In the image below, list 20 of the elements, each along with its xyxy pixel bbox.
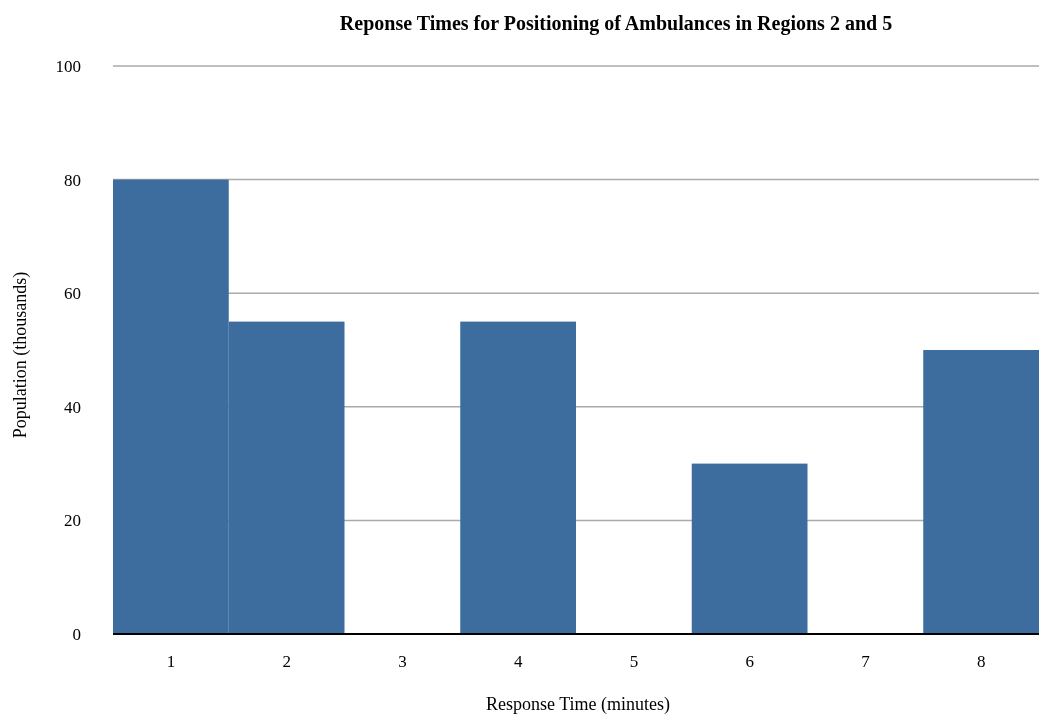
y-tick-label: 80: [64, 170, 81, 190]
bar: [691, 463, 808, 634]
x-tick-label: 2: [282, 652, 291, 671]
x-tick-label: 6: [745, 652, 754, 671]
x-axis-title: Response Time (minutes): [485, 694, 671, 715]
y-tick-label: 20: [64, 511, 81, 531]
y-tick-label: 0: [72, 624, 81, 644]
y-tick-label: 100: [55, 56, 81, 76]
x-tick-label: 5: [629, 652, 639, 671]
x-tick-label: 1: [166, 652, 176, 671]
x-tick-label: 4: [513, 652, 523, 671]
y-tick-label: 60: [64, 284, 81, 304]
chart-title: Reponse Times for Positioning of Ambulances in Regions 2 and 5: [339, 12, 893, 35]
y-tick-label: 40: [64, 397, 81, 417]
bar: [460, 321, 576, 634]
x-tick-label: 3: [398, 652, 407, 671]
y-axis-title: Population (thousands): [10, 271, 31, 439]
x-tick-label: 7: [861, 652, 871, 671]
x-tick-label: 8: [976, 652, 986, 671]
bar: [923, 350, 1039, 634]
